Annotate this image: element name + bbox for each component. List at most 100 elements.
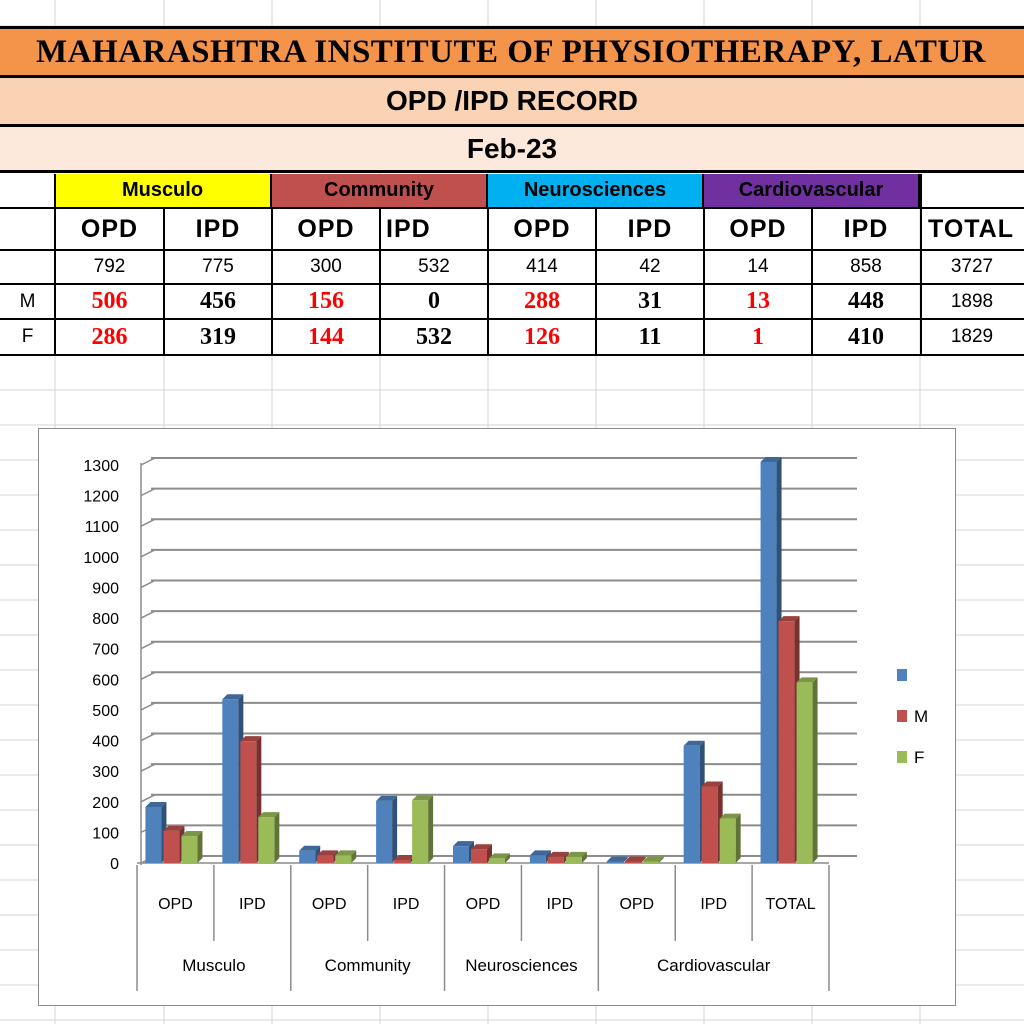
x-tick-label: TOTAL (766, 896, 816, 913)
x-group-label: Neurosciences (465, 956, 577, 975)
x-group-label: Musculo (182, 956, 245, 975)
bar-side (428, 795, 434, 863)
bar-top (778, 616, 800, 622)
gridline-edge (140, 702, 156, 711)
bar (719, 818, 736, 863)
bar-side (581, 851, 587, 863)
bar (163, 830, 180, 863)
table-border (703, 208, 705, 356)
row-label-m: M (19, 290, 36, 312)
bar (376, 800, 393, 863)
header-cardio-opd: OPD (729, 214, 787, 243)
y-tick-label: 1200 (83, 489, 119, 506)
bar (529, 855, 546, 863)
bar-top (606, 856, 628, 862)
y-tick-label: 1100 (85, 519, 120, 536)
legend-swatch (897, 751, 907, 763)
header-community-opd: OPD (297, 214, 355, 243)
bar-top (701, 781, 723, 787)
female-community-opd: 144 (308, 323, 344, 350)
total-neuro-opd: 414 (526, 256, 558, 277)
table-border (0, 249, 1024, 251)
total-musculo-opd: 792 (93, 256, 126, 277)
row-label-f: F (21, 326, 34, 347)
bar-top (683, 740, 705, 746)
female-musculo-opd: 286 (91, 323, 128, 350)
bar (471, 849, 487, 863)
bar-side (622, 856, 628, 863)
y-tick-label: 300 (92, 764, 119, 781)
record-subtitle-band: OPD /IPD RECORD (0, 75, 1024, 124)
legend-swatch (897, 669, 907, 681)
bar (624, 861, 641, 863)
institute-title: MAHARASHTRA INSTITUTE OF PHYSIOTHERAPY, … (36, 33, 987, 70)
male-neuro-opd: 288 (524, 288, 560, 314)
bar (299, 850, 316, 863)
total-community-opd: 300 (310, 256, 342, 277)
gridline-edge (140, 549, 156, 558)
male-musculo-ipd: 456 (200, 288, 236, 314)
bar-side (197, 831, 203, 863)
female-musculo-ipd: 319 (200, 323, 236, 350)
male-community-ipd: 0 (428, 288, 440, 314)
gridline-edge (140, 487, 156, 497)
x-group-label: Cardiovascular (657, 956, 771, 975)
bar-side (392, 795, 398, 863)
bar-top (299, 845, 321, 851)
record-subtitle: OPD /IPD RECORD (385, 85, 639, 116)
x-tick-label: IPD (239, 896, 266, 913)
grand-total: 3727 (950, 256, 994, 277)
institute-title-band: MAHARASHTRA INSTITUTE OF PHYSIOTHERAPY, … (0, 26, 1024, 75)
category-cardiovascular: Cardiovascular (704, 174, 920, 208)
x-tick-label: OPD (619, 896, 654, 913)
bar-top (376, 795, 398, 801)
header-musculo-ipd: IPD (195, 214, 241, 243)
x-tick-label: IPD (547, 896, 574, 913)
total-community-ipd: 532 (418, 256, 450, 277)
total-cardio-ipd: 858 (850, 256, 882, 277)
x-group-label: Community (325, 956, 411, 975)
gridline-edge (140, 610, 156, 619)
legend-label: M (914, 707, 928, 726)
female-total: 1829 (950, 326, 994, 347)
legend-swatch (897, 710, 907, 722)
header-total: TOTAL (928, 214, 1015, 243)
table-border (0, 283, 1024, 285)
table-border (595, 208, 597, 356)
female-cardio-opd: 1 (752, 323, 764, 350)
table-border (0, 318, 1024, 320)
female-neuro-ipd: 11 (638, 323, 662, 350)
gridline-edge (140, 732, 156, 742)
bar-top (258, 812, 280, 818)
bar-side (274, 812, 280, 863)
table-border (271, 208, 273, 356)
bar-top (796, 677, 818, 683)
bar (760, 461, 777, 863)
bar-side (735, 813, 741, 863)
bar-side (505, 853, 510, 863)
category-musculo: Musculo (55, 174, 272, 208)
male-neuro-ipd: 31 (638, 288, 662, 314)
bar (181, 836, 198, 863)
table-border (487, 208, 489, 356)
gridline-edge (140, 457, 156, 466)
period-label: Feb-23 (466, 132, 558, 164)
header-community-ipd: IPD (386, 214, 431, 243)
gridline-edge (140, 579, 156, 589)
bar-top (453, 841, 474, 847)
chart-area[interactable]: 0 100 200 300 400 500 600 700 800 900 1000 1100 1200… (38, 428, 956, 1006)
table-border (920, 174, 922, 356)
bar-top (489, 853, 510, 859)
bar-top (471, 844, 492, 850)
x-tick-label: OPD (466, 896, 501, 913)
bar-side (640, 856, 646, 863)
y-tick-label: 800 (92, 611, 119, 628)
header-cardio-ipd: IPD (843, 214, 889, 243)
gridline-edge (140, 641, 156, 650)
category-community: Community (272, 174, 488, 208)
bar-top (317, 850, 339, 856)
total-cardio-opd: 14 (747, 256, 769, 277)
bar (145, 806, 162, 863)
period-band: Feb-23 (0, 124, 1024, 173)
bar (317, 855, 334, 863)
